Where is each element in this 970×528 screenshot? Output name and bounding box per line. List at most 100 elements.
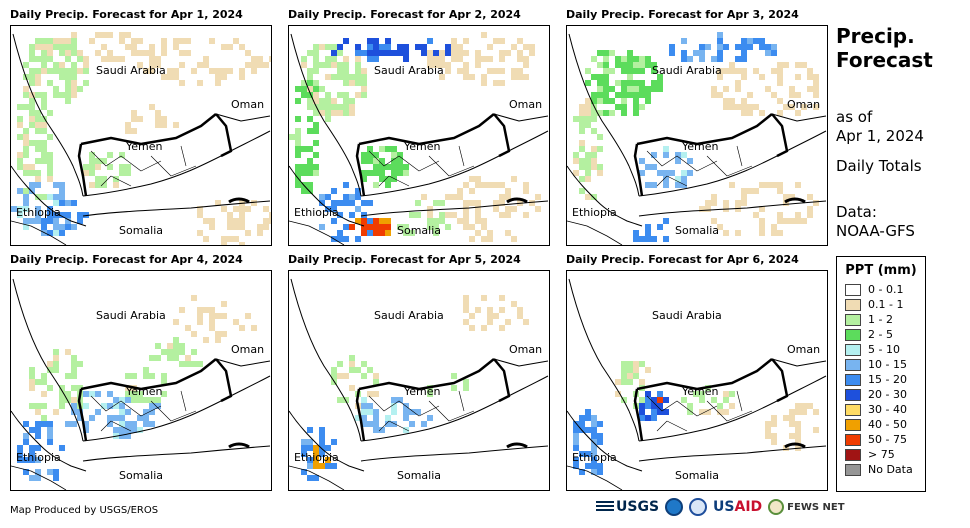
yemen-west-border xyxy=(355,388,366,442)
red-sea-east-coast xyxy=(290,33,362,197)
yemen-border xyxy=(80,358,217,391)
legend-swatch xyxy=(845,283,861,296)
socotra-island xyxy=(784,197,806,204)
map-label-somalia: Somalia xyxy=(675,469,720,482)
map-label-ethiopia: Ethiopia xyxy=(572,206,617,219)
map-label-saudi: Saudi Arabia xyxy=(374,64,444,77)
somalia-coast xyxy=(638,200,827,217)
yemen-border xyxy=(358,113,495,146)
red-sea-east-coast xyxy=(568,33,640,197)
map-label-oman: Oman xyxy=(231,343,265,356)
usgs-text: USGS xyxy=(616,499,660,515)
governorate-lines xyxy=(368,145,475,187)
totals-label: Daily Totals xyxy=(836,157,922,175)
red-sea-east-coast xyxy=(290,278,362,442)
somalia-coast xyxy=(82,200,271,217)
governorate-lines xyxy=(90,390,197,432)
panel-title: Daily Precip. Forecast for Apr 4, 2024 xyxy=(10,253,243,266)
legend-item: 40 - 50 xyxy=(845,417,925,432)
legend-item: 5 - 10 xyxy=(845,342,925,357)
precip-cells xyxy=(289,32,541,242)
yemen-west-border xyxy=(77,143,88,197)
legend-swatch xyxy=(845,373,861,386)
red-sea-west-coast xyxy=(11,165,87,227)
map-label-somalia: Somalia xyxy=(397,224,442,237)
product-title: Precip. Forecast xyxy=(836,24,933,72)
oman-border xyxy=(215,113,233,158)
red-sea-east-coast xyxy=(12,33,84,197)
legend-item: 1 - 2 xyxy=(845,312,925,327)
precip-map-svg xyxy=(567,278,827,490)
governorate-lines xyxy=(90,145,197,187)
as-of-label: as of xyxy=(836,108,873,126)
yemen-border xyxy=(636,113,773,146)
legend-item: > 75 xyxy=(845,447,925,462)
arabia-south-coast xyxy=(82,375,271,442)
red-sea-west-coast xyxy=(567,410,643,472)
legend-label: 5 - 10 xyxy=(868,343,900,356)
legend-item: No Data xyxy=(845,462,925,477)
precip-map-svg xyxy=(567,32,827,245)
map-label-somalia: Somalia xyxy=(397,469,442,482)
precip-map-svg xyxy=(289,32,549,245)
map-label-yemen: Yemen xyxy=(682,385,719,398)
legend-item: 20 - 30 xyxy=(845,387,925,402)
red-sea-west-coast xyxy=(289,410,365,472)
forecast-map: Saudi Arabia Oman Yemen Ethiopia Somalia xyxy=(288,25,550,246)
oman-saudi-border xyxy=(771,113,827,122)
yemen-border xyxy=(358,358,495,391)
panel-title: Daily Precip. Forecast for Apr 1, 2024 xyxy=(10,8,243,21)
oman-saudi-border xyxy=(215,358,271,367)
oman-border xyxy=(493,113,511,158)
map-label-somalia: Somalia xyxy=(675,224,720,237)
map-label-ethiopia: Ethiopia xyxy=(16,206,61,219)
oman-border xyxy=(215,358,233,403)
forecast-panel-apr-2: Daily Precip. Forecast for Apr 2, 2024 S… xyxy=(288,8,550,246)
map-label-ethiopia: Ethiopia xyxy=(16,451,61,464)
legend-swatch xyxy=(845,313,861,326)
ethiopia-border xyxy=(567,465,623,490)
yemen-border xyxy=(80,113,217,146)
map-label-saudi: Saudi Arabia xyxy=(96,64,166,77)
usgs-wave-icon xyxy=(596,501,614,513)
legend-label: No Data xyxy=(868,463,913,476)
oman-border xyxy=(771,358,789,403)
governorate-lines xyxy=(646,145,753,187)
usaid-aid: AID xyxy=(734,499,763,515)
red-sea-west-coast xyxy=(11,410,87,472)
forecast-panel-apr-3: Daily Precip. Forecast for Apr 3, 2024 S… xyxy=(566,8,828,246)
red-sea-east-coast xyxy=(568,278,640,442)
red-sea-west-coast xyxy=(289,165,365,227)
red-sea-west-coast xyxy=(567,165,643,227)
socotra-island xyxy=(506,197,528,204)
legend-label: 1 - 2 xyxy=(868,313,893,326)
red-sea-east-coast xyxy=(12,278,84,442)
legend-label: 15 - 20 xyxy=(868,373,907,386)
oman-saudi-border xyxy=(771,358,827,367)
fews-globe-icon xyxy=(768,499,785,515)
legend-label: 0 - 0.1 xyxy=(868,283,904,296)
socotra-island xyxy=(228,442,250,449)
arabia-south-coast xyxy=(638,130,827,197)
precip-map-svg xyxy=(289,278,549,490)
somalia-coast xyxy=(360,200,549,217)
map-label-ethiopia: Ethiopia xyxy=(294,206,339,219)
forecast-map: Saudi Arabia Oman Yemen Ethiopia Somalia xyxy=(566,25,828,246)
forecast-map: Saudi Arabia Oman Yemen Ethiopia Somalia xyxy=(10,270,272,491)
legend-swatch xyxy=(845,343,861,356)
forecast-panel-apr-6: Daily Precip. Forecast for Apr 6, 2024 S… xyxy=(566,253,828,491)
legend-label: 10 - 15 xyxy=(868,358,907,371)
legend-swatch xyxy=(845,328,861,341)
partner-logos: USGS USAID FEWS NET xyxy=(596,498,845,516)
legend-item: 0 - 0.1 xyxy=(845,282,925,297)
oman-border xyxy=(771,113,789,158)
oman-border xyxy=(493,358,511,403)
map-label-yemen: Yemen xyxy=(682,140,719,153)
map-label-oman: Oman xyxy=(509,98,543,111)
fews-text: FEWS NET xyxy=(787,501,845,513)
legend-label: 2 - 5 xyxy=(868,328,893,341)
forecast-date: Apr 1, 2024 xyxy=(836,127,924,145)
ethiopia-border xyxy=(11,465,67,490)
map-label-oman: Oman xyxy=(787,343,821,356)
somalia-coast xyxy=(82,445,271,462)
